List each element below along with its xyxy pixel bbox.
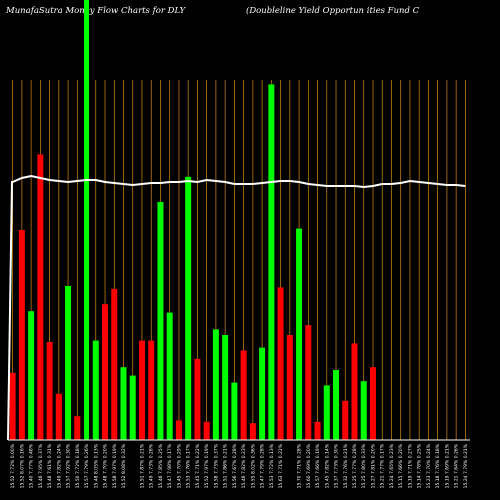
bar (314, 421, 321, 440)
bar (166, 312, 173, 440)
x-tick-label: 15.58 7.73% 0.37% (213, 443, 219, 488)
bar (231, 382, 238, 440)
bar (157, 202, 164, 440)
x-tick-label: 15.27 7.81% 0.20% (370, 443, 376, 488)
x-tick-label: 15.32 7.76% 0.21% (343, 443, 349, 488)
bar (102, 304, 109, 440)
bar (286, 335, 293, 440)
bar (148, 340, 155, 440)
x-tick-label: 15.45 7.70% 0.29% (176, 443, 182, 488)
x-tick-label: 15.45 7.71% 0.22% (195, 443, 201, 488)
x-tick-label: 15.52 7.97% 0.19% (204, 443, 210, 488)
x-tick-label: 15.25 7.77% 0.28% (352, 443, 358, 488)
bar (369, 367, 376, 440)
x-tick-label: 15.24 7.65% 0.23% (389, 443, 395, 488)
bar (351, 343, 358, 440)
x-tick-label: 15.19 7.69% 0.21% (444, 443, 450, 488)
bar (259, 347, 266, 440)
x-tick-label: 15.47 7.98% 0.17% (167, 443, 173, 488)
bar (323, 385, 330, 440)
x-tick-label: 15.52 7.72% 0.00% (10, 443, 16, 488)
x-tick-label: 15.57 7.92% 0.30% (66, 443, 72, 488)
bar (138, 340, 145, 440)
x-tick-label: 15.56 7.67% 0.28% (232, 443, 238, 488)
x-tick-label: 15.19 7.71% 0.27% (407, 443, 413, 488)
bar (360, 381, 367, 440)
x-tick-label: 15.53 7.72% 0.13% (269, 443, 275, 488)
bar (65, 286, 72, 440)
bar (28, 311, 35, 440)
chart-subtitle: (Doubleline Yield Opportun ities Fund C (246, 6, 420, 16)
x-tick-label: 15.45 7.82% 0.14% (324, 443, 330, 488)
bar (46, 342, 53, 440)
bars (9, 0, 376, 441)
bar (268, 84, 275, 441)
x-tick-label: 15.46 7.95% 0.37% (38, 443, 44, 488)
x-tick-label: 15.50 7.72% 0.18% (75, 443, 81, 488)
x-tick-label: 15.25 7.80% 0.33% (361, 443, 367, 488)
money-flow-line (7, 174, 466, 441)
bar (185, 176, 192, 441)
bar (111, 288, 118, 440)
x-tick-label: 15.51 7.86% 0.21% (223, 443, 229, 488)
bar (342, 400, 349, 440)
bar (212, 329, 219, 440)
x-tick-label: 15.46 7.82% 0.23% (241, 443, 247, 488)
x-tick-label: 15.57 7.66% 0.19% (315, 443, 321, 488)
x-tick-labels: 15.52 7.72% 0.00% 15.52 8.07% 0.16% 15.40 … (10, 443, 469, 488)
x-tick-label: 15.52 8.08% 0.32% (121, 443, 127, 488)
bar (203, 421, 210, 440)
bar (92, 340, 99, 440)
x-tick-label: 15.58 7.97% 0.19% (112, 443, 118, 488)
bar (194, 358, 201, 440)
x-tick-label: 15.14 7.78% 0.25% (417, 443, 423, 488)
bar (175, 420, 182, 440)
bar (37, 154, 44, 440)
x-tick-label: 15.48 8.05% 0.13% (93, 443, 99, 488)
gridlines (12, 80, 466, 440)
bar (277, 287, 284, 440)
x-tick-label: 15.70 7.71% 0.28% (297, 443, 303, 488)
x-tick-label: 15.57 7.79% 0.26% (84, 443, 90, 488)
bar (55, 393, 62, 440)
x-tick-label: 15.24 7.79% 0.21% (463, 443, 469, 488)
x-tick-label: 15.23 7.70% 0.24% (426, 443, 432, 488)
bar (9, 372, 16, 440)
x-tick-label: 15.21 7.64% 0.26% (454, 443, 460, 488)
bar (249, 423, 256, 440)
x-tick-label: 15.49 7.82% 0.24% (56, 443, 62, 488)
x-tick-label: 15.48 7.70% 0.20% (103, 443, 109, 488)
x-tick-label: 15.55 8.02% 0.36% (250, 443, 256, 488)
x-tick-label: 15.18 7.76% 0.18% (435, 443, 441, 488)
x-tick-label: 15.46 7.85% 0.25% (158, 443, 164, 488)
bar (18, 230, 25, 440)
bar (120, 367, 127, 440)
x-tick-label: 15.15 7.66% 0.20% (398, 443, 404, 488)
bar (240, 350, 247, 440)
bar (333, 370, 340, 440)
x-tick-label: 15.40 7.77% 0.48% (29, 443, 35, 488)
x-tick-label: 15.52 8.07% 0.16% (19, 443, 25, 488)
bar (129, 375, 136, 440)
bar (305, 325, 312, 440)
x-tick-label: 15.51 7.87% 0.21% (139, 443, 145, 488)
bar (296, 228, 303, 440)
chart-title: MunafaSutra Money Flow Charts for DLY (6, 6, 186, 16)
x-tick-label: 15.63 7.71% 0.22% (278, 443, 284, 488)
x-tick-label: 15.21 7.77% 0.17% (380, 443, 386, 488)
x-tick-label: 15.53 7.76% 0.17% (186, 443, 192, 488)
x-tick-label: 15.49 7.73% 0.28% (149, 443, 155, 488)
x-tick-label: 15.37 7.73% 0.30% (334, 443, 340, 488)
bar (74, 416, 81, 440)
bar (84, 0, 90, 440)
x-tick-label: 15.48 7.61% 0.31% (47, 443, 53, 488)
bar (222, 335, 229, 440)
x-tick-label: 15.47 7.79% 0.28% (260, 443, 266, 488)
x-tick-label: 15.60 7.69% 0.20% (306, 443, 312, 488)
